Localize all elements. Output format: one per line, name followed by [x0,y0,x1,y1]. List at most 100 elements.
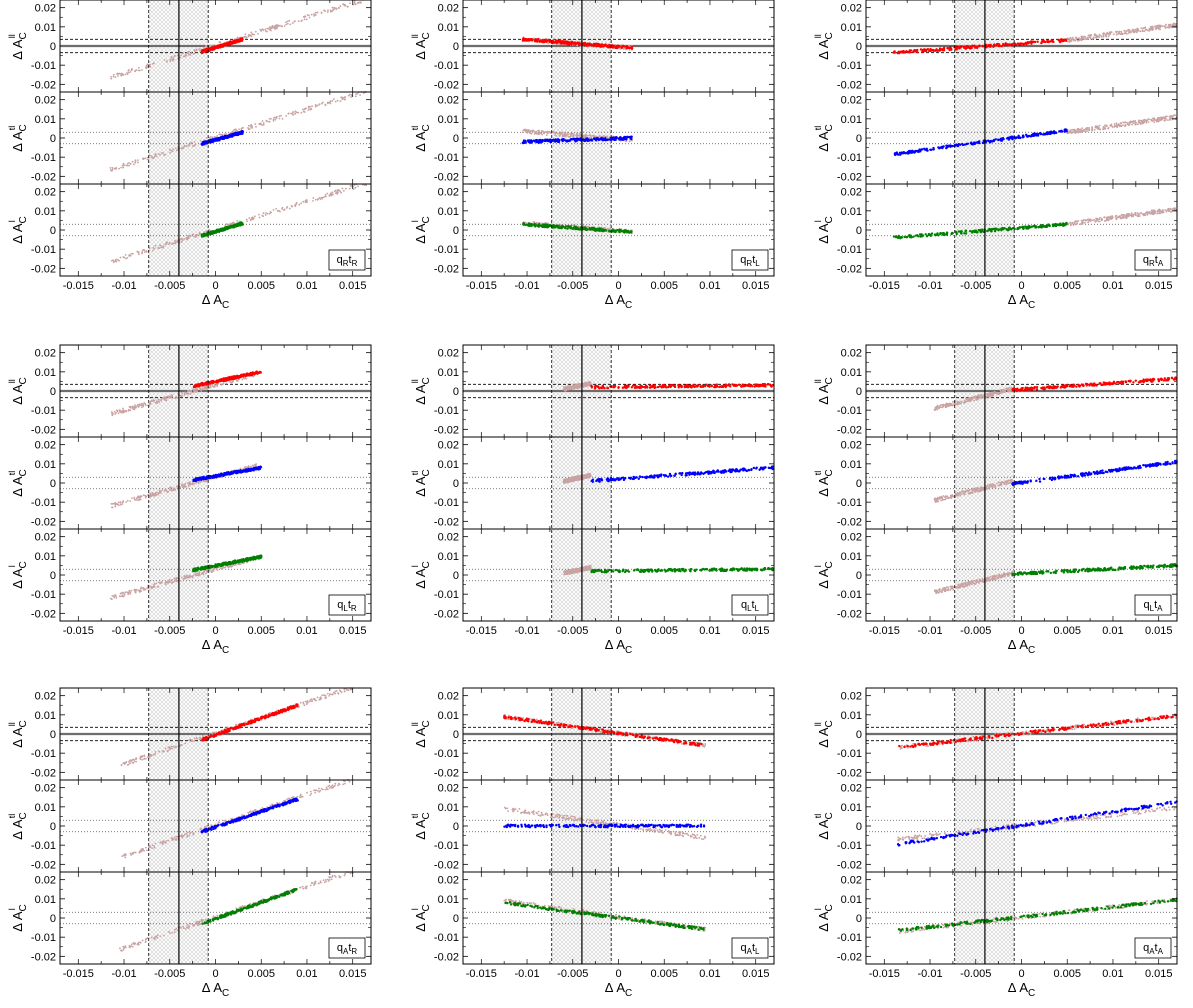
point [213,45,216,48]
point [331,6,334,9]
point [1115,123,1118,126]
point [1042,225,1046,228]
point [238,128,240,131]
point [596,137,599,141]
point [1151,120,1153,122]
point [1017,42,1020,45]
point [329,9,332,12]
point [274,118,277,121]
point [314,11,317,14]
y-tick-label: 0.01 [438,22,459,34]
y-axis-label-l: Δ ACl [7,216,29,243]
point [1082,37,1085,40]
point [997,229,1000,232]
point [1057,223,1061,227]
point [521,141,525,144]
point [191,145,194,148]
point [155,155,158,158]
point [125,257,127,260]
point [957,142,961,146]
y-tick-label: 0.01 [35,206,56,218]
point [264,214,267,216]
y-tick-label: 0.02 [35,3,56,15]
point [144,66,147,69]
point [141,252,143,255]
y-tick-label: 0 [856,41,862,53]
x-tick-label: -0.005 [960,280,991,292]
x-tick-label: -0.01 [514,280,539,292]
point [929,47,932,51]
subplot-frame [59,183,372,277]
y-axis-label-l: Δ ACl [410,216,432,243]
point [555,135,558,137]
point [1152,28,1155,31]
point [1105,218,1108,221]
point [172,57,175,60]
point [601,228,604,231]
point [138,253,140,256]
point [1105,125,1108,128]
point [316,11,319,14]
y-tick-label: 0.02 [438,95,459,107]
point [1174,114,1176,117]
point [205,137,208,139]
point [354,95,357,98]
series-all [1066,22,1178,43]
point [1034,226,1037,229]
point [232,129,235,132]
point [261,120,264,122]
point [342,189,345,192]
point [546,225,549,229]
y-tick-label: -0.01 [31,60,56,72]
point [577,134,580,137]
x-tick-label: 0.01 [699,280,720,292]
point [275,117,278,119]
point [192,233,195,236]
x-tick-label: 0 [212,280,218,292]
point [1142,119,1145,121]
point [1099,216,1101,219]
point [1146,119,1149,122]
point [588,227,591,231]
point [1155,28,1157,31]
point [545,134,548,137]
point [540,225,543,228]
point [572,135,575,138]
point [583,226,587,229]
point [168,242,171,245]
point [560,40,564,43]
point [159,244,162,247]
point [1029,40,1033,43]
point [137,69,140,72]
point [334,100,337,103]
point [348,187,351,190]
point [1130,214,1133,217]
point [210,139,213,143]
point [129,163,132,165]
point [1027,41,1030,45]
point [111,166,114,169]
point [314,14,317,16]
y-tick-label: 0.02 [841,187,862,199]
point [1168,117,1171,120]
point [1000,229,1003,232]
point [301,108,304,111]
point [923,48,926,51]
point [320,102,323,105]
point [185,145,188,148]
point [335,8,338,10]
point [146,158,149,161]
point [231,133,234,136]
point [993,43,996,46]
point [1098,36,1101,39]
point [1128,123,1130,126]
point [1102,125,1105,128]
panel-qRtA: 0.020.010-0.01-0.02Δ ACll0.020.010-0.01-… [813,0,1178,311]
point [1134,123,1137,126]
point [169,151,172,154]
point [1091,128,1093,131]
point [1168,209,1171,212]
point [189,235,192,237]
point [235,132,238,135]
point [269,29,272,31]
